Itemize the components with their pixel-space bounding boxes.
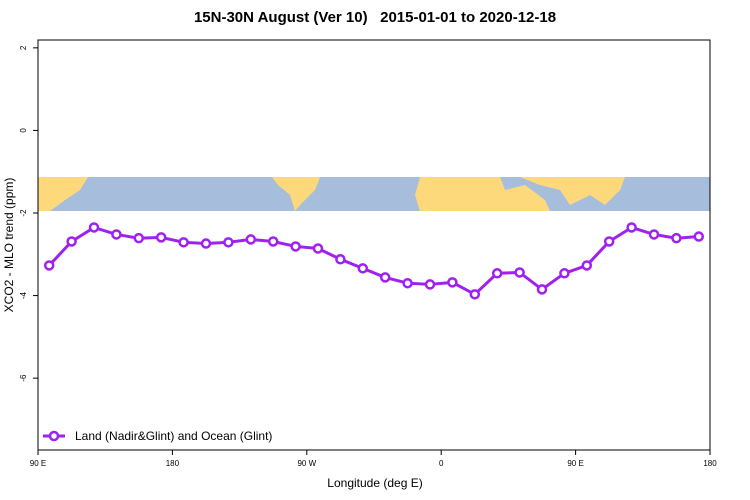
- plot-frame: [37, 39, 711, 451]
- data-point: [469, 289, 481, 300]
- data-point: [671, 232, 682, 244]
- data-point: [335, 253, 346, 265]
- y-tick-label: 0: [19, 128, 28, 133]
- data-point: [290, 241, 301, 252]
- x-axis-label: Longitude (deg E): [327, 476, 422, 490]
- legend-marker: [48, 430, 60, 442]
- data-point: [155, 232, 167, 243]
- data-point: [245, 234, 257, 245]
- x-tick-label: 90 W: [297, 459, 316, 468]
- data-point: [223, 237, 234, 248]
- x-tick-label: 90 E: [30, 459, 46, 468]
- data-point: [178, 237, 189, 248]
- legend-label: Land (Nadir&Glint) and Ocean (Glint): [75, 429, 272, 443]
- y-tick-label: 2: [19, 45, 28, 50]
- data-point: [66, 236, 77, 247]
- data-point: [357, 263, 369, 274]
- data-point: [111, 229, 122, 240]
- land: [520, 177, 625, 205]
- chart-title: 15N-30N August (Ver 10) 2015-01-01 to 20…: [194, 9, 556, 26]
- x-tick-label: 0: [439, 459, 444, 468]
- y-tick-label: -6: [19, 374, 28, 382]
- data-point: [603, 236, 615, 247]
- y-tick-label: -2: [19, 209, 28, 217]
- data-point: [648, 229, 660, 240]
- data-point: [559, 268, 570, 279]
- x-tick-label: 90 E: [567, 459, 583, 468]
- data-point: [693, 231, 705, 242]
- data-point: [267, 236, 279, 247]
- data-point: [88, 222, 100, 233]
- land: [415, 177, 550, 211]
- y-axis-label: XCO2 - MLO trend (ppm): [2, 178, 16, 313]
- data-point: [536, 284, 548, 295]
- data-point: [514, 267, 525, 278]
- data-point: [626, 222, 637, 233]
- data-point: [581, 260, 593, 271]
- data-point: [491, 268, 503, 279]
- y-tick-label: -4: [19, 291, 28, 299]
- data-point: [402, 277, 413, 289]
- x-tick-label: 180: [166, 459, 180, 468]
- data-point: [424, 279, 436, 290]
- x-tick-label: 180: [703, 459, 717, 468]
- data-point: [200, 238, 212, 249]
- data-point: [43, 260, 55, 271]
- data-point: [312, 243, 324, 254]
- legend: Land (Nadir&Glint) and Ocean (Glint): [43, 429, 272, 443]
- data-point: [379, 272, 391, 283]
- data-point: [133, 232, 145, 244]
- land: [272, 177, 320, 211]
- land: [38, 177, 88, 211]
- map-strip: [38, 177, 710, 211]
- data-point: [447, 277, 458, 288]
